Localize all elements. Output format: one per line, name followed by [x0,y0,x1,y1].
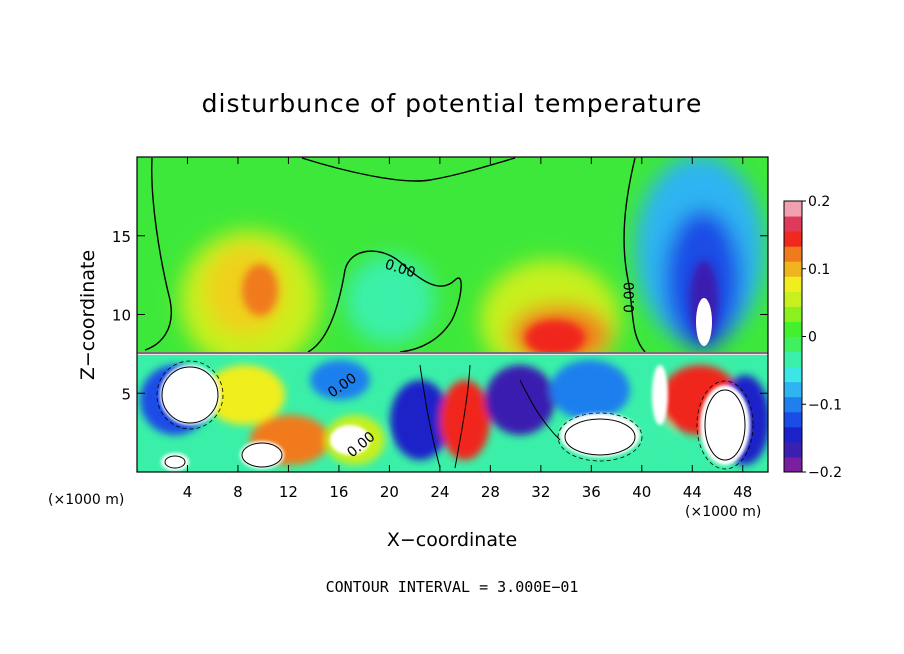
x-axis: 4 8 12 16 20 24 28 32 36 40 44 48 [183,157,752,501]
upper-field [137,157,768,357]
colorbar-swatch [784,381,802,398]
colorbar-swatch [784,291,802,307]
x-tick-label: 20 [380,483,399,501]
colorbar-swatch [784,441,802,458]
colorbar-swatch [784,426,802,443]
colorbar-swatch [784,336,802,353]
colorbar-tick-label: −0.2 [808,465,842,481]
colorbar-swatch [784,456,802,473]
colorbar-swatch [784,276,802,292]
y-axis: 5 10 15 [112,228,768,403]
contour-interval-note: CONTOUR INTERVAL = 3.000E−01 [326,578,579,596]
colorbar-tick-label: −0.1 [808,397,842,413]
x-tick-label: 24 [430,483,449,501]
x-tick-label: 8 [233,483,243,501]
colorbar-swatch [784,321,802,337]
x-unit-label-right: (×1000 m) [685,504,761,520]
x-tick-label: 48 [733,483,752,501]
y-tick-label: 10 [112,307,131,325]
colorbar-swatch [784,231,802,247]
colorbar-swatch [784,306,802,322]
plot-area: 0.00 0.00 0.00 0.00 [136,156,769,473]
y-axis-label: Z−coordinate [77,250,99,380]
x-tick-label: 44 [683,483,702,501]
x-tick-label: 12 [279,483,298,501]
colorbar-swatch [784,246,802,262]
colorbar-swatch [784,201,802,217]
x-tick-label: 28 [481,483,500,501]
colorbar-tick-label: 0.2 [808,194,830,210]
x-axis-label: X−coordinate [387,529,517,551]
contour-label: 0.00 [622,282,638,313]
colorbar-swatch [784,396,802,413]
x-tick-label: 40 [632,483,651,501]
x-tick-label: 4 [183,483,193,501]
x-tick-label: 36 [582,483,601,501]
colorbar-swatch [784,261,802,277]
y-tick-label: 15 [112,228,131,246]
colorbar-tick-label: 0.1 [808,262,830,278]
lower-field [137,355,768,472]
x-unit-label-left: (×1000 m) [48,492,124,508]
colorbar: 0.2 0.1 0 −0.1 −0.2 [783,194,842,481]
x-tick-label: 32 [531,483,550,501]
y-tick-label: 5 [121,385,131,403]
x-tick-label: 16 [329,483,348,501]
colorbar-swatch [784,411,802,428]
colorbar-swatch [784,216,802,232]
colorbar-tick-label: 0 [808,330,817,346]
colorbar-swatch [784,366,802,383]
colorbar-swatch [784,351,802,368]
chart-title: disturbunce of potential temperature [202,89,703,118]
